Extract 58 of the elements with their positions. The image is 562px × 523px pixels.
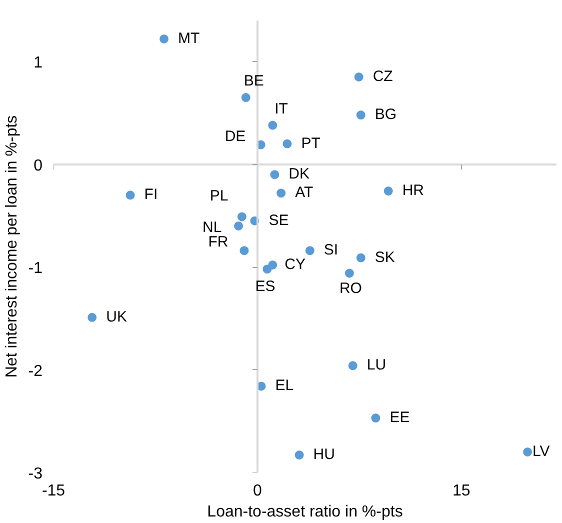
annotation: PT — [301, 134, 320, 152]
point — [160, 34, 169, 44]
point — [282, 139, 292, 148]
annotation: BE — [244, 72, 264, 90]
annotation: MT — [178, 30, 200, 47]
y-tick-label: 0 — [34, 157, 43, 174]
annotation: FI — [144, 186, 158, 204]
point — [237, 212, 246, 222]
annotation: FR — [208, 234, 228, 251]
x-tick-label: -15 — [42, 482, 66, 500]
annotation: EE — [390, 409, 410, 426]
annotation: DK — [288, 166, 310, 183]
y-tick-label: -3 — [28, 466, 43, 482]
annotation: PL — [210, 188, 228, 205]
annotation: ES — [255, 278, 276, 296]
point — [344, 268, 354, 278]
point — [126, 190, 135, 200]
y-tick-label: 1 — [34, 54, 43, 72]
annotation: SE — [268, 212, 289, 229]
x-tick-label: 15 — [452, 482, 470, 500]
y-axis-title: Net interest income per loan in %-pts — [3, 115, 20, 378]
x-axis-title: Loan-to-asset ratio in %-pts — [207, 504, 403, 520]
point — [523, 447, 532, 456]
point — [268, 120, 278, 130]
point — [270, 170, 280, 180]
annotation: LU — [366, 356, 386, 374]
annotation: BG — [374, 106, 397, 124]
y-tick-label: -1 — [28, 260, 43, 278]
annotation: LV — [532, 442, 550, 460]
y-tick-label: -2 — [28, 362, 43, 380]
point — [356, 253, 366, 262]
point — [294, 450, 304, 460]
annotation: AT — [295, 184, 314, 202]
annotation: UK — [106, 308, 127, 326]
annotation: HR — [402, 182, 424, 200]
annotation: DE — [224, 128, 246, 145]
point — [241, 93, 250, 102]
annotation: HU — [313, 446, 335, 464]
point — [356, 110, 366, 120]
point — [384, 186, 393, 196]
annotation: IT — [274, 100, 288, 118]
annotation: CZ — [372, 68, 393, 85]
point — [348, 361, 358, 370]
point — [371, 414, 380, 423]
point — [276, 188, 286, 198]
annotation: SI — [324, 242, 338, 259]
point — [262, 264, 272, 274]
point — [88, 312, 97, 322]
x-tick-label: 0 — [252, 482, 262, 500]
annotation: SK — [374, 248, 395, 266]
point — [240, 246, 249, 256]
point — [354, 72, 364, 82]
annotation: NL — [202, 218, 222, 236]
annotation: CY — [284, 256, 306, 273]
point — [305, 246, 314, 256]
annotation: EL — [275, 377, 294, 394]
annotation: RO — [339, 280, 362, 298]
point — [234, 221, 244, 230]
